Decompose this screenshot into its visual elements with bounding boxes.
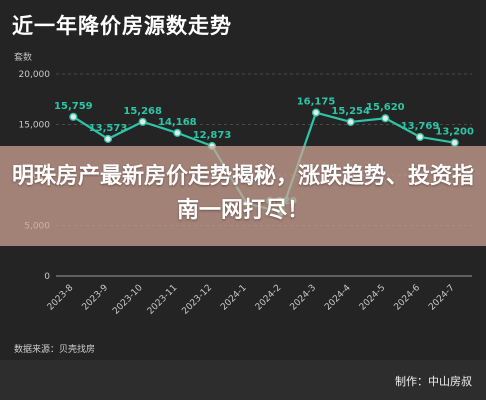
- data-label: 15,254: [331, 106, 370, 117]
- x-tick-label: 2024-2: [254, 283, 284, 313]
- x-tick-label: 2024-7: [427, 283, 457, 313]
- data-point: [103, 134, 113, 144]
- author-credit: 制作：中山房叔: [395, 375, 472, 388]
- data-label: 12,873: [193, 130, 232, 141]
- x-tick-label: 2024-1: [219, 283, 249, 313]
- x-tick-label: 2023-11: [146, 283, 180, 317]
- overlay-headline: 明珠房产最新房价走势揭秘，涨跌趋势、投资指南一网打尽！: [11, 164, 474, 223]
- data-label: 15,268: [123, 106, 162, 117]
- x-tick-label: 2023-8: [46, 283, 76, 313]
- data-label: 13,200: [435, 127, 474, 138]
- y-tick-label: 15,000: [19, 121, 51, 131]
- data-label: 15,620: [366, 102, 405, 113]
- data-point: [311, 108, 321, 117]
- x-tick-label: 2023-10: [111, 283, 145, 317]
- data-point: [173, 128, 182, 138]
- data-point: [138, 117, 147, 126]
- chart-title: 近一年降价房源数走势: [12, 14, 232, 38]
- x-tick-label: 2024-5: [358, 283, 388, 313]
- data-point: [69, 112, 78, 121]
- y-axis-label: 套数: [14, 53, 33, 63]
- x-tick-label: 2023-12: [180, 283, 214, 317]
- data-point: [346, 117, 355, 127]
- y-tick-label: 0: [44, 272, 50, 282]
- data-label: 13,573: [89, 123, 128, 134]
- data-point: [381, 114, 390, 123]
- x-tick-label: 2023-9: [81, 283, 111, 313]
- data-label: 16,175: [297, 97, 336, 108]
- data-source: 数据来源：贝壳找房: [14, 345, 96, 355]
- x-tick-label: 2024-4: [323, 283, 353, 313]
- data-label: 14,168: [158, 117, 197, 128]
- footer-bar: [0, 360, 486, 400]
- data-point: [415, 132, 425, 142]
- data-label: 15,759: [54, 101, 93, 112]
- data-label: 13,769: [401, 121, 440, 132]
- headline-banner: [0, 146, 486, 246]
- y-tick-label: 20,000: [19, 70, 51, 80]
- x-tick-label: 2024-6: [393, 283, 423, 313]
- x-tick-label: 2024-3: [289, 283, 319, 313]
